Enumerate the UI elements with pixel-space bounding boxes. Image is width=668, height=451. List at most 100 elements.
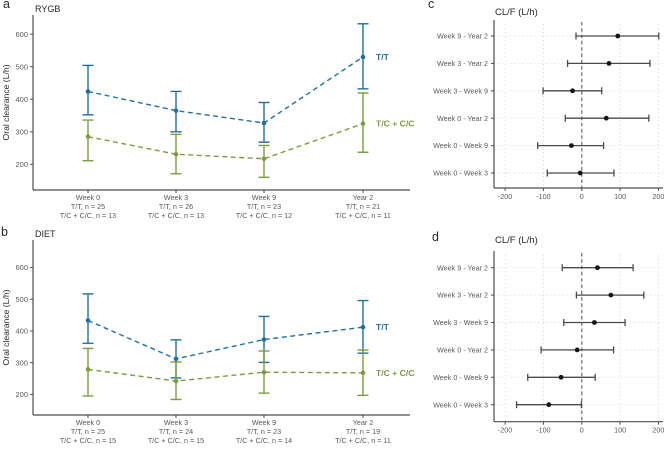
x-tick-sublabel: T/T, n = 25 (71, 427, 105, 436)
data-point (173, 378, 179, 384)
series-legend-label: T/C + C/C (376, 368, 414, 378)
row-label: Week 0 - Week 3 (433, 169, 488, 178)
estimate-point (606, 61, 612, 66)
data-point (85, 134, 91, 139)
series-legend-label: T/T (376, 322, 390, 332)
x-tick-label: 0 (580, 192, 584, 201)
y-tick-label: 300 (15, 358, 28, 367)
estimate-point (603, 115, 609, 121)
clf-forest-chart-rygb: CL/F (L/h) -200 -100 0 100 200 Week 9 - Year 2… (433, 7, 664, 201)
estimate-point (592, 320, 597, 325)
x-tick-label: Week 0 (76, 418, 100, 427)
y-tick-label: 200 (15, 390, 28, 399)
data-point (360, 121, 366, 126)
panel-title: CL/F (L/h) (495, 235, 538, 246)
panel-d-letter: d (432, 230, 439, 244)
panel-b: b DIET 200 300 400 500 600 Oral clearance (L/h… (0, 225, 420, 451)
data-point (261, 369, 267, 375)
x-tick-sublabel: T/C + C/C, n = 11 (335, 436, 391, 445)
x-tick-sublabel: T/C + C/C, n = 13 (148, 211, 204, 220)
series-line (87, 122, 364, 160)
panel-a-letter: a (3, 0, 10, 11)
x-tick-sublabel: T/T, n = 19 (346, 427, 380, 436)
data-point (173, 151, 179, 157)
x-tick-sublabel: T/C + C/C, n = 11 (335, 211, 391, 220)
x-tick-label: 200 (652, 426, 664, 435)
x-tick-sublabel: T/C + C/C, n = 13 (60, 211, 116, 220)
x-tick-sublabel: T/C + C/C, n = 15 (148, 436, 204, 445)
data-point (360, 324, 366, 330)
row-label: Week 0 - Week 9 (433, 373, 488, 382)
estimate-point (570, 88, 575, 94)
x-tick-label: -100 (536, 426, 550, 435)
series-legend-label: T/C + C/C (376, 119, 414, 129)
data-point (360, 54, 366, 60)
estimate-point (546, 402, 552, 408)
estimate-point (558, 374, 564, 380)
series-line (87, 368, 364, 382)
data-point (85, 367, 91, 372)
x-tick-label: 0 (580, 426, 584, 435)
row-label: Week 0 - Week 9 (433, 141, 488, 150)
x-tick-sublabel: T/T, n = 23 (247, 202, 281, 211)
clf-forest-chart-diet: CL/F (L/h) -200 -100 0 100 200 Week 9 - Year 2… (433, 235, 664, 435)
x-tick-sublabel: T/T, n = 24 (159, 427, 193, 436)
y-tick-label: 200 (15, 160, 28, 169)
x-tick-sublabel: T/T, n = 26 (159, 202, 193, 211)
estimate-point (577, 170, 583, 176)
panel-c-letter: c (428, 0, 435, 11)
row-label: Week 0 - Week 3 (433, 400, 488, 409)
row-label: Week 0 - Year 2 (437, 114, 488, 123)
row-label: Week 3 - Year 2 (437, 59, 488, 68)
series-line (87, 56, 364, 124)
x-tick-label: Week 3 (164, 418, 188, 427)
x-tick-label: -200 (498, 192, 512, 201)
x-tick-label: Week 9 (252, 193, 276, 202)
row-label: Week 3 - Week 9 (433, 318, 488, 327)
x-tick-label: 100 (614, 426, 626, 435)
x-tick-label: 200 (652, 192, 664, 201)
data-point (173, 356, 179, 362)
x-tick-label: Week 9 (252, 418, 276, 427)
data-point (261, 156, 267, 162)
estimate-point (608, 292, 614, 298)
panel-d: d CL/F (L/h) -200 -100 0 100 200 Week 9 - Year… (420, 225, 668, 451)
rygb-line-chart: RYGB 200 300 400 500 600 Oral clearance (L/h) W… (1, 4, 414, 220)
y-tick-label: 600 (15, 263, 28, 272)
x-tick-label: 100 (614, 192, 626, 201)
y-tick-label: 500 (15, 62, 28, 71)
x-tick-sublabel: T/C + C/C, n = 12 (236, 211, 292, 220)
y-tick-label: 500 (15, 295, 28, 304)
x-tick-sublabel: T/T, n = 21 (346, 202, 380, 211)
y-tick-label: 600 (15, 30, 28, 39)
data-point (173, 108, 179, 113)
data-point (261, 120, 267, 126)
series-legend-label: T/T (376, 52, 390, 62)
y-tick-label: 400 (15, 327, 28, 336)
panel-c: c CL/F (L/h) -200 -100 0 100 200 Week 9 - Year… (420, 0, 668, 225)
row-label: Week 3 - Year 2 (437, 291, 488, 300)
estimate-point (569, 143, 574, 149)
estimate-point (595, 265, 600, 271)
panel-title: RYGB (35, 4, 60, 14)
row-label: Week 9 - Year 2 (437, 263, 488, 272)
data-point (360, 370, 366, 376)
x-tick-sublabel: T/C + C/C, n = 14 (236, 436, 292, 445)
panel-title: DIET (35, 229, 56, 239)
x-tick-label: -200 (498, 426, 512, 435)
y-tick-label: 300 (15, 127, 28, 136)
y-axis-title: Oral clearance (L/h) (1, 64, 11, 140)
panel-title: CL/F (L/h) (495, 7, 538, 18)
data-point (85, 89, 91, 94)
x-tick-label: Year 2 (353, 193, 374, 202)
panel-b-letter: b (1, 225, 8, 239)
x-tick-sublabel: T/C + C/C, n = 15 (60, 436, 116, 445)
row-label: Week 9 - Year 2 (437, 32, 488, 41)
estimate-point (615, 33, 621, 39)
panel-a: a RYGB 200 300 400 500 600 Oral clearance (L/h… (0, 0, 420, 225)
x-tick-label: Year 2 (353, 418, 374, 427)
data-point (261, 337, 267, 342)
x-tick-label: Week 3 (164, 193, 188, 202)
series-line (87, 319, 364, 360)
x-tick-sublabel: T/T, n = 23 (247, 427, 281, 436)
